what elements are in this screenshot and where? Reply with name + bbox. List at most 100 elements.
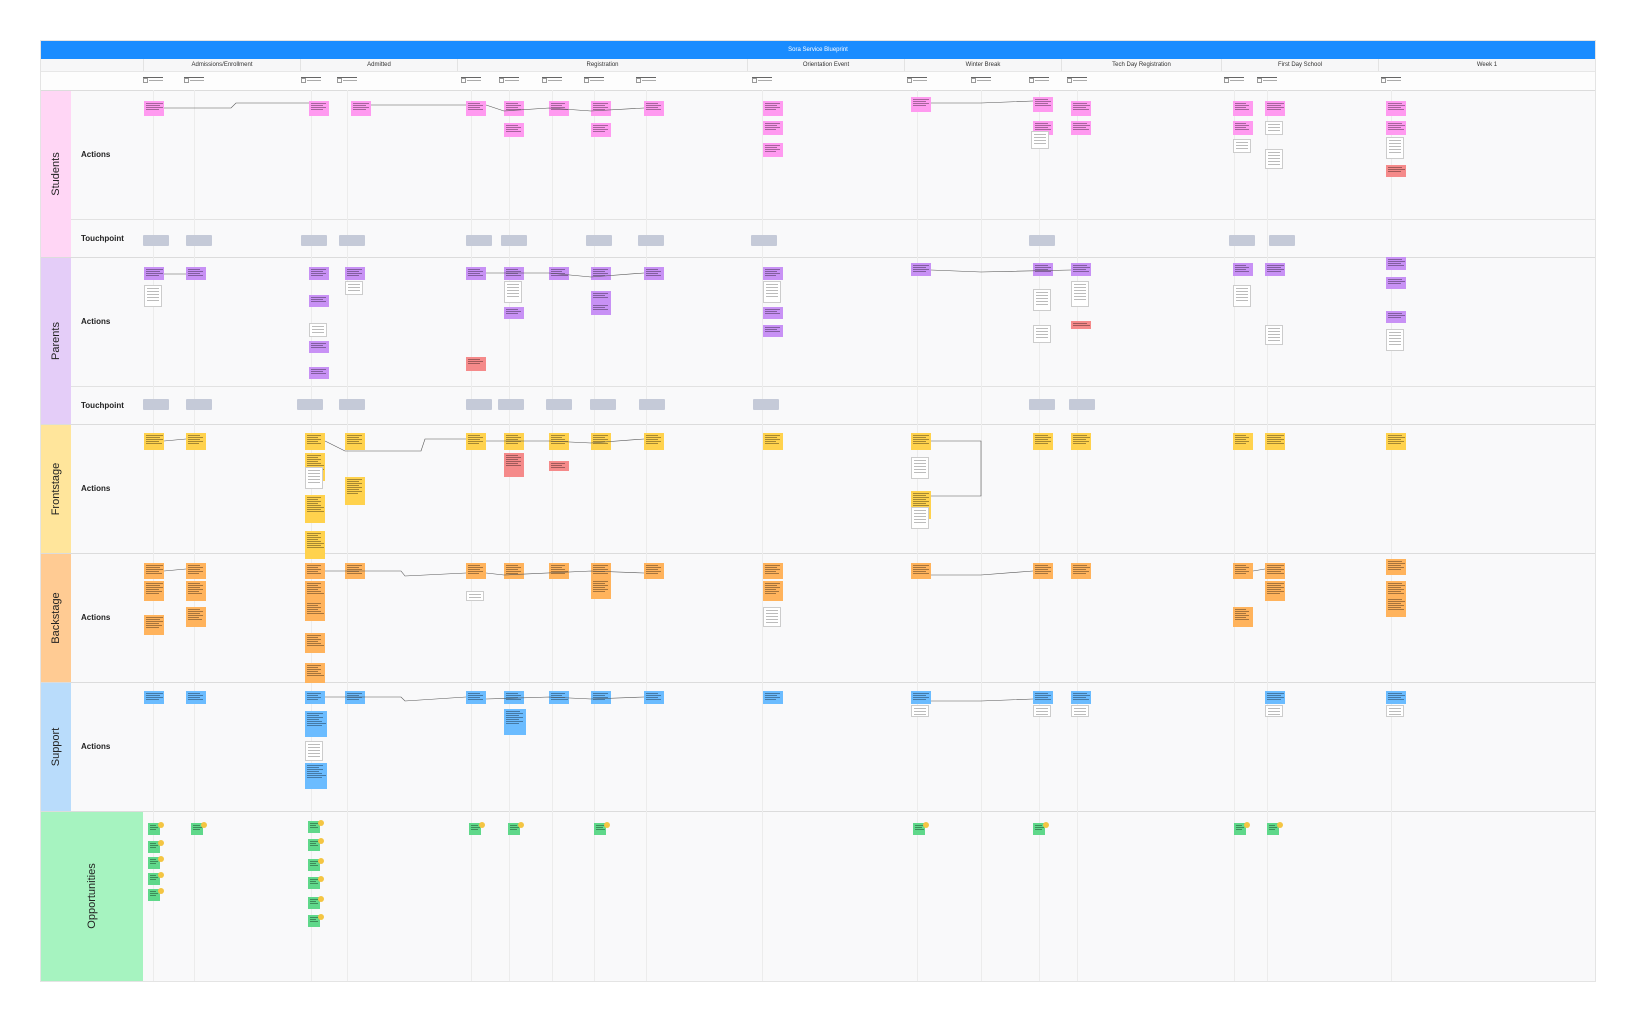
support-action-note[interactable] <box>549 691 569 704</box>
backstage-action-note[interactable] <box>144 563 164 579</box>
support-action-note[interactable] <box>644 691 664 704</box>
parent-action-note[interactable] <box>504 307 524 319</box>
document-thumbnail[interactable] <box>1233 139 1251 153</box>
opportunity-note[interactable] <box>1267 823 1279 835</box>
frontstage-action-note[interactable] <box>549 433 569 450</box>
document-thumbnail[interactable] <box>1265 149 1283 169</box>
opportunity-note[interactable] <box>594 823 606 835</box>
touchpoint-card[interactable] <box>297 399 323 410</box>
issue-note[interactable] <box>1386 165 1406 177</box>
document-thumbnail[interactable] <box>466 591 484 601</box>
backstage-action-note[interactable] <box>1033 563 1053 579</box>
support-action-note[interactable] <box>1071 691 1091 704</box>
parent-action-note[interactable] <box>1386 277 1406 289</box>
frontstage-action-note[interactable] <box>644 433 664 450</box>
parent-action-note[interactable] <box>1386 257 1406 270</box>
touchpoint-card[interactable] <box>301 235 327 246</box>
student-action-note[interactable] <box>1386 101 1406 116</box>
document-thumbnail[interactable] <box>309 323 327 337</box>
parent-action-note[interactable] <box>309 267 329 280</box>
support-action-note[interactable] <box>305 691 325 704</box>
support-action-note[interactable] <box>504 691 524 704</box>
opportunity-note[interactable] <box>308 897 320 909</box>
document-thumbnail[interactable] <box>1033 289 1051 311</box>
backstage-action-note[interactable] <box>1233 607 1253 627</box>
touchpoint-card[interactable] <box>466 235 492 246</box>
touchpoint-card[interactable] <box>1229 235 1255 246</box>
opportunity-note[interactable] <box>148 857 160 869</box>
frontstage-action-note[interactable] <box>345 477 365 505</box>
parent-action-note[interactable] <box>911 263 931 276</box>
opportunity-note[interactable] <box>469 823 481 835</box>
touchpoint-card[interactable] <box>186 235 212 246</box>
parent-action-note[interactable] <box>345 267 365 280</box>
parent-action-note[interactable] <box>309 341 329 353</box>
support-action-note[interactable] <box>305 711 327 737</box>
parent-action-note[interactable] <box>144 267 164 280</box>
parent-action-note[interactable] <box>591 291 611 303</box>
backstage-action-note[interactable] <box>591 579 611 599</box>
student-action-note[interactable] <box>1233 101 1253 116</box>
student-action-note[interactable] <box>504 101 524 116</box>
frontstage-action-note[interactable] <box>1071 433 1091 450</box>
student-action-note[interactable] <box>1033 97 1053 112</box>
frontstage-action-note[interactable] <box>763 433 783 450</box>
issue-note[interactable] <box>549 461 569 471</box>
document-thumbnail[interactable] <box>1265 121 1283 135</box>
opportunity-note[interactable] <box>308 821 320 833</box>
document-thumbnail[interactable] <box>305 741 323 761</box>
student-action-note[interactable] <box>549 101 569 116</box>
document-thumbnail[interactable] <box>144 285 162 307</box>
parent-action-note[interactable] <box>763 307 783 319</box>
student-action-note[interactable] <box>763 121 783 135</box>
backstage-action-note[interactable] <box>911 563 931 579</box>
frontstage-action-note[interactable] <box>345 433 365 450</box>
document-thumbnail[interactable] <box>1386 705 1404 717</box>
document-thumbnail[interactable] <box>504 281 522 303</box>
document-thumbnail[interactable] <box>911 457 929 479</box>
touchpoint-card[interactable] <box>1029 235 1055 246</box>
frontstage-action-note[interactable] <box>305 495 325 523</box>
parent-action-note[interactable] <box>591 267 611 280</box>
backstage-action-note[interactable] <box>549 563 569 579</box>
backstage-action-note[interactable] <box>1233 563 1253 579</box>
backstage-action-note[interactable] <box>345 563 365 579</box>
opportunity-note[interactable] <box>308 877 320 889</box>
touchpoint-card[interactable] <box>466 399 492 410</box>
parent-action-note[interactable] <box>1386 311 1406 323</box>
parent-action-note[interactable] <box>1033 263 1053 276</box>
parent-action-note[interactable] <box>763 267 783 280</box>
frontstage-action-note[interactable] <box>305 433 325 450</box>
parent-action-note[interactable] <box>504 267 524 280</box>
backstage-action-note[interactable] <box>591 563 611 579</box>
frontstage-action-note[interactable] <box>504 433 524 450</box>
document-thumbnail[interactable] <box>1265 325 1283 345</box>
opportunity-note[interactable] <box>148 841 160 853</box>
student-action-note[interactable] <box>911 97 931 112</box>
backstage-action-note[interactable] <box>305 633 325 653</box>
student-action-note[interactable] <box>504 123 524 137</box>
frontstage-action-note[interactable] <box>1386 433 1406 450</box>
document-thumbnail[interactable] <box>1233 285 1251 307</box>
opportunity-note[interactable] <box>191 823 203 835</box>
document-thumbnail[interactable] <box>305 467 323 489</box>
opportunity-note[interactable] <box>913 823 925 835</box>
parent-action-note[interactable] <box>186 267 206 280</box>
frontstage-action-note[interactable] <box>1265 433 1285 450</box>
document-thumbnail[interactable] <box>1071 281 1089 307</box>
backstage-action-note[interactable] <box>1071 563 1091 579</box>
document-thumbnail[interactable] <box>345 281 363 295</box>
document-thumbnail[interactable] <box>1386 329 1404 351</box>
parent-action-note[interactable] <box>549 267 569 280</box>
touchpoint-card[interactable] <box>638 235 664 246</box>
document-thumbnail[interactable] <box>763 607 781 627</box>
backstage-action-note[interactable] <box>305 663 325 683</box>
touchpoint-card[interactable] <box>1029 399 1055 410</box>
touchpoint-card[interactable] <box>339 399 365 410</box>
student-action-note[interactable] <box>144 101 164 116</box>
student-action-note[interactable] <box>763 101 783 116</box>
backstage-action-note[interactable] <box>186 581 206 601</box>
document-thumbnail[interactable] <box>1033 325 1051 343</box>
student-action-note[interactable] <box>309 101 329 116</box>
student-action-note[interactable] <box>1071 101 1091 116</box>
